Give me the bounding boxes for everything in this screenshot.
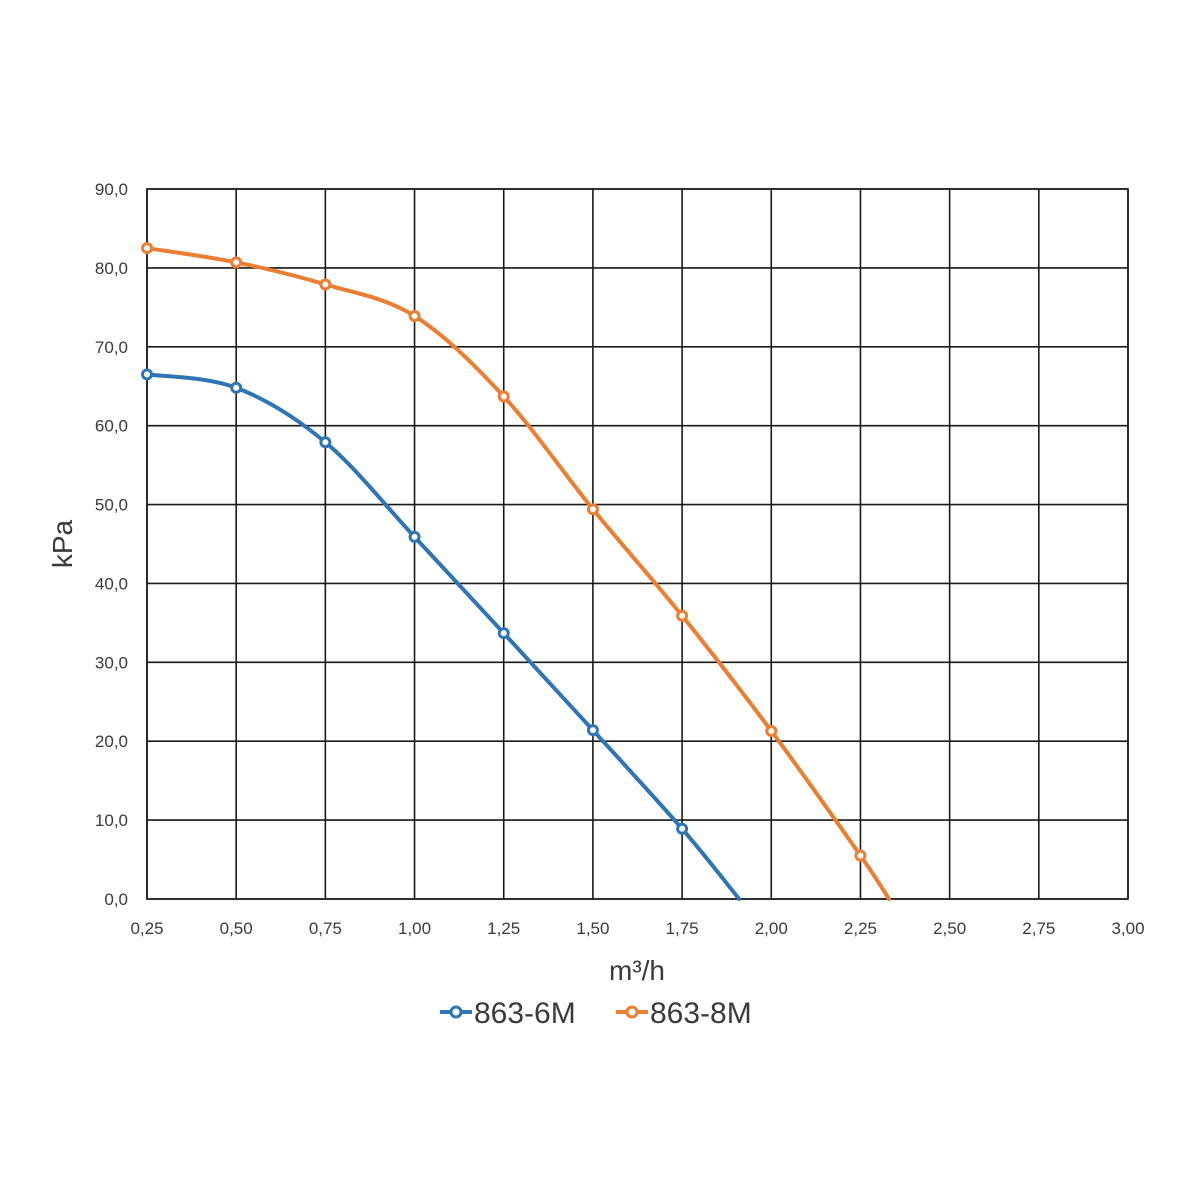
legend: 863-6M 863-8M bbox=[440, 997, 752, 1030]
legend-label-863-8m: 863-8M bbox=[650, 997, 752, 1030]
data-point-863-8m bbox=[586, 503, 599, 516]
x-tick-label: 2,00 bbox=[755, 919, 788, 938]
y-tick-label: 10,0 bbox=[95, 811, 128, 830]
data-point-863-8m bbox=[854, 849, 867, 862]
series-863-6m bbox=[141, 368, 742, 901]
y-tick-label: 30,0 bbox=[95, 653, 128, 672]
data-point-863-6m bbox=[408, 530, 421, 543]
x-tick-label: 2,50 bbox=[933, 919, 966, 938]
data-point-863-8m bbox=[765, 724, 778, 737]
y-tick-label: 60,0 bbox=[95, 417, 128, 436]
x-tick-label: 0,25 bbox=[130, 919, 163, 938]
x-tick-label: 1,00 bbox=[398, 919, 431, 938]
tick-labels: 0,25 0,50 0,75 1,00 1,25 1,50 1,75 2,00 2,25 2,50… bbox=[95, 180, 1145, 938]
series-line-863-8m bbox=[145, 246, 891, 901]
x-tick-label: 1,50 bbox=[576, 919, 609, 938]
legend-label-863-6m: 863-6M bbox=[474, 997, 576, 1030]
data-point-863-8m bbox=[408, 310, 421, 323]
y-tick-label: 90,0 bbox=[95, 180, 128, 199]
x-tick-label: 1,75 bbox=[666, 919, 699, 938]
grid bbox=[146, 188, 1129, 900]
y-tick-label: 0,0 bbox=[104, 890, 128, 909]
x-tick-label: 2,25 bbox=[844, 919, 877, 938]
legend-marker-863-6m bbox=[449, 1005, 463, 1019]
series-863-8m bbox=[141, 242, 891, 901]
y-tick-label: 50,0 bbox=[95, 496, 128, 515]
y-tick-label: 40,0 bbox=[95, 574, 128, 593]
x-tick-label: 0,75 bbox=[309, 919, 342, 938]
legend-marker-863-8m bbox=[625, 1005, 639, 1019]
data-point-863-6m bbox=[141, 368, 153, 381]
y-tick-label: 70,0 bbox=[95, 338, 128, 357]
x-tick-label: 2,75 bbox=[1022, 919, 1055, 938]
legend-item-863-8m: 863-8M bbox=[616, 997, 752, 1030]
data-point-863-6m bbox=[230, 381, 243, 394]
series bbox=[141, 242, 891, 901]
x-tick-label: 3,00 bbox=[1111, 919, 1144, 938]
data-point-863-8m bbox=[676, 609, 689, 622]
plot-frame bbox=[146, 188, 1129, 900]
y-tick-label: 80,0 bbox=[95, 259, 128, 278]
y-tick-label: 20,0 bbox=[95, 732, 128, 751]
y-axis-title: kPa bbox=[47, 519, 78, 568]
series-line-863-6m bbox=[145, 372, 742, 901]
data-point-863-8m bbox=[497, 390, 510, 403]
x-tick-label: 0,50 bbox=[220, 919, 253, 938]
x-axis-title: m³/h bbox=[609, 955, 665, 986]
data-point-863-6m bbox=[676, 822, 689, 835]
data-point-863-8m bbox=[230, 256, 243, 269]
data-point-863-6m bbox=[497, 627, 510, 640]
data-point-863-8m bbox=[319, 278, 332, 291]
data-point-863-6m bbox=[586, 724, 599, 737]
x-tick-label: 1,25 bbox=[487, 919, 520, 938]
data-point-863-6m bbox=[319, 436, 332, 449]
data-point-863-8m bbox=[141, 242, 153, 255]
legend-item-863-6m: 863-6M bbox=[440, 997, 576, 1030]
